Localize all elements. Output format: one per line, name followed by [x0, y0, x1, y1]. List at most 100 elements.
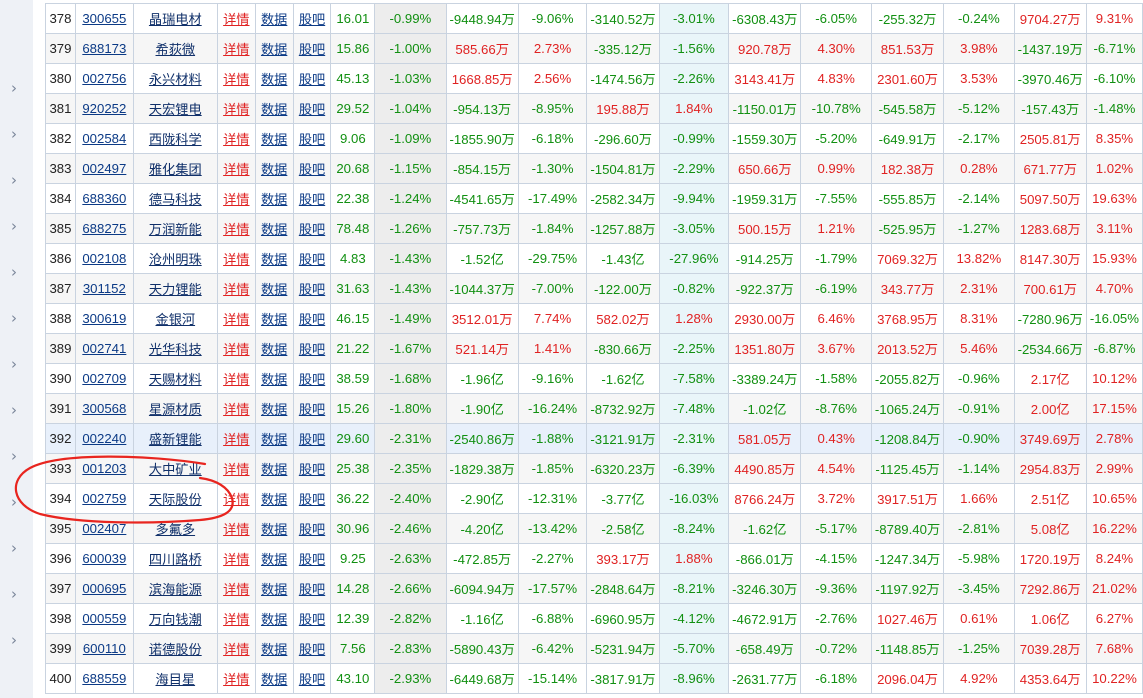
forum-link[interactable]: 股吧: [298, 642, 326, 657]
stock-code-link[interactable]: 688173: [82, 41, 127, 56]
data-link[interactable]: 数据: [260, 42, 288, 57]
forum-link[interactable]: 股吧: [298, 282, 326, 297]
stock-name-link[interactable]: 盛新锂能: [148, 432, 202, 447]
data-link[interactable]: 数据: [260, 342, 288, 357]
detail-link[interactable]: 详情: [223, 282, 250, 297]
forum-link[interactable]: 股吧: [298, 192, 326, 207]
stock-code-link[interactable]: 300655: [82, 11, 127, 26]
detail-link[interactable]: 详情: [223, 372, 250, 387]
forum-link[interactable]: 股吧: [298, 132, 326, 147]
forum-link[interactable]: 股吧: [298, 612, 326, 627]
detail-link[interactable]: 详情: [223, 672, 250, 687]
forum-link[interactable]: 股吧: [298, 252, 326, 267]
stock-name-link[interactable]: 光华科技: [148, 342, 202, 357]
data-link[interactable]: 数据: [260, 432, 288, 447]
detail-link[interactable]: 详情: [223, 402, 250, 417]
expand-chevron-icon[interactable]: ›: [11, 125, 17, 143]
stock-code-link[interactable]: 300568: [82, 401, 127, 416]
data-link[interactable]: 数据: [260, 642, 288, 657]
stock-name-link[interactable]: 星源材质: [148, 402, 202, 417]
detail-link[interactable]: 详情: [223, 192, 250, 207]
forum-link[interactable]: 股吧: [298, 162, 326, 177]
data-link[interactable]: 数据: [260, 222, 288, 237]
forum-link[interactable]: 股吧: [298, 312, 326, 327]
stock-code-link[interactable]: 301152: [82, 281, 126, 296]
forum-link[interactable]: 股吧: [298, 672, 326, 687]
data-link[interactable]: 数据: [260, 552, 288, 567]
stock-code-link[interactable]: 600039: [82, 551, 127, 566]
expand-chevron-icon[interactable]: ›: [11, 171, 17, 189]
stock-name-link[interactable]: 诺德股份: [148, 642, 202, 657]
stock-code-link[interactable]: 688360: [82, 191, 127, 206]
stock-name-link[interactable]: 滨海能源: [148, 582, 202, 597]
detail-link[interactable]: 详情: [223, 642, 250, 657]
stock-code-link[interactable]: 000695: [82, 581, 127, 596]
stock-name-link[interactable]: 天宏锂电: [148, 102, 202, 117]
stock-name-link[interactable]: 雅化集团: [148, 162, 202, 177]
data-link[interactable]: 数据: [260, 522, 288, 537]
stock-code-link[interactable]: 002240: [82, 431, 127, 446]
data-link[interactable]: 数据: [260, 282, 288, 297]
detail-link[interactable]: 详情: [223, 612, 250, 627]
stock-name-link[interactable]: 海目星: [155, 672, 196, 687]
forum-link[interactable]: 股吧: [298, 42, 326, 57]
forum-link[interactable]: 股吧: [298, 582, 326, 597]
stock-name-link[interactable]: 沧州明珠: [148, 252, 202, 267]
detail-link[interactable]: 详情: [223, 102, 250, 117]
data-link[interactable]: 数据: [260, 252, 288, 267]
forum-link[interactable]: 股吧: [298, 102, 326, 117]
detail-link[interactable]: 详情: [223, 72, 250, 87]
expand-chevron-icon[interactable]: ›: [11, 263, 17, 281]
expand-chevron-icon[interactable]: ›: [11, 355, 17, 373]
stock-code-link[interactable]: 920252: [82, 101, 127, 116]
stock-name-link[interactable]: 晶瑞电材: [148, 12, 202, 27]
detail-link[interactable]: 详情: [223, 162, 250, 177]
stock-code-link[interactable]: 688559: [82, 671, 127, 686]
detail-link[interactable]: 详情: [223, 312, 250, 327]
expand-chevron-icon[interactable]: ›: [11, 217, 17, 235]
forum-link[interactable]: 股吧: [298, 72, 326, 87]
stock-name-link[interactable]: 西陇科学: [148, 132, 202, 147]
data-link[interactable]: 数据: [260, 462, 288, 477]
data-link[interactable]: 数据: [260, 132, 288, 147]
stock-code-link[interactable]: 002756: [82, 71, 127, 86]
stock-name-link[interactable]: 金银河: [155, 312, 196, 327]
data-link[interactable]: 数据: [260, 582, 288, 597]
forum-link[interactable]: 股吧: [298, 552, 326, 567]
stock-code-link[interactable]: 002497: [82, 161, 127, 176]
detail-link[interactable]: 详情: [223, 522, 250, 537]
stock-name-link[interactable]: 天际股份: [148, 492, 202, 507]
detail-link[interactable]: 详情: [223, 252, 250, 267]
forum-link[interactable]: 股吧: [298, 12, 326, 27]
stock-name-link[interactable]: 希荻微: [155, 42, 196, 57]
detail-link[interactable]: 详情: [223, 432, 250, 447]
stock-code-link[interactable]: 688275: [82, 221, 127, 236]
data-link[interactable]: 数据: [260, 612, 288, 627]
forum-link[interactable]: 股吧: [298, 402, 326, 417]
forum-link[interactable]: 股吧: [298, 222, 326, 237]
stock-name-link[interactable]: 多氟多: [155, 522, 196, 537]
stock-code-link[interactable]: 001203: [82, 461, 127, 476]
data-link[interactable]: 数据: [260, 162, 288, 177]
data-link[interactable]: 数据: [260, 492, 288, 507]
data-link[interactable]: 数据: [260, 102, 288, 117]
stock-name-link[interactable]: 万向钱潮: [148, 612, 202, 627]
data-link[interactable]: 数据: [260, 192, 288, 207]
detail-link[interactable]: 详情: [223, 342, 250, 357]
stock-code-link[interactable]: 600110: [82, 641, 126, 656]
stock-code-link[interactable]: 002759: [82, 491, 127, 506]
data-link[interactable]: 数据: [260, 402, 288, 417]
stock-name-link[interactable]: 四川路桥: [148, 552, 202, 567]
data-link[interactable]: 数据: [260, 672, 288, 687]
expand-chevron-icon[interactable]: ›: [11, 309, 17, 327]
stock-code-link[interactable]: 000559: [82, 611, 127, 626]
stock-code-link[interactable]: 002741: [82, 341, 127, 356]
detail-link[interactable]: 详情: [223, 492, 250, 507]
expand-chevron-icon[interactable]: ›: [11, 585, 17, 603]
detail-link[interactable]: 详情: [223, 582, 250, 597]
detail-link[interactable]: 详情: [223, 462, 250, 477]
forum-link[interactable]: 股吧: [298, 462, 326, 477]
stock-name-link[interactable]: 天赐材料: [148, 372, 202, 387]
detail-link[interactable]: 详情: [223, 132, 250, 147]
expand-chevron-icon[interactable]: ›: [11, 79, 17, 97]
